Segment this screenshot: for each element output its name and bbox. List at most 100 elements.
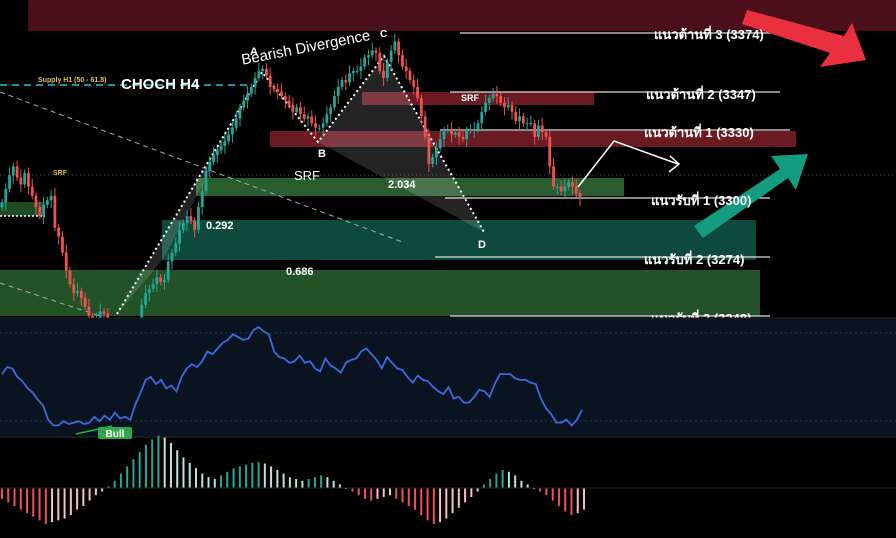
candle-body [261, 68, 265, 72]
candle-body [4, 188, 8, 203]
macd-bar [407, 488, 410, 506]
candle-body [223, 141, 227, 146]
candle-body [310, 116, 314, 124]
macd-bar [307, 479, 310, 488]
macd-bar [457, 488, 460, 508]
candle-body [491, 93, 495, 99]
candle-body [76, 291, 79, 294]
candle-body [170, 252, 174, 262]
candle-body [272, 86, 276, 90]
candle-body [8, 175, 11, 189]
candle-body [280, 91, 283, 96]
candle-body [382, 71, 385, 78]
macd-bar [88, 488, 91, 501]
macd-bar [69, 488, 72, 515]
candle-body [314, 123, 317, 128]
candle-body [242, 100, 246, 108]
candle-body [521, 116, 525, 124]
trend-lines [0, 91, 406, 317]
candle-body [329, 107, 333, 115]
macd-bar [501, 470, 504, 488]
candle-body [42, 204, 45, 217]
candle-body [302, 114, 306, 119]
srf-label-right: SRF [461, 93, 479, 103]
macd-bar [245, 464, 248, 488]
macd-bar [126, 466, 129, 488]
support-zone-3 [0, 270, 760, 316]
zones [0, 0, 896, 316]
candle-body [393, 41, 397, 51]
candle-body [431, 157, 435, 165]
macd-histogram [1, 435, 585, 524]
macd-bar [489, 479, 492, 488]
macd-bar [476, 488, 479, 492]
macd-bar [389, 488, 391, 496]
candle-body [253, 77, 257, 87]
macd-bar [263, 463, 266, 488]
srf-label-mid: SRF [294, 168, 320, 183]
candle-body [344, 80, 348, 83]
candle-body [537, 125, 540, 137]
candle-body [461, 136, 465, 140]
white-projection-arrow [577, 140, 679, 188]
point-a: A [250, 46, 258, 58]
candle-body [227, 134, 231, 142]
candle-body [219, 145, 223, 151]
point-b: B [318, 148, 326, 160]
candle-body [333, 95, 336, 108]
macd-bar [370, 488, 373, 501]
candle-body [238, 107, 242, 119]
candle-body [555, 186, 559, 188]
macd-bar [439, 488, 442, 523]
macd-bar [201, 473, 204, 488]
demand-zone [162, 220, 756, 260]
macd-bar [226, 471, 229, 488]
macd-bar [482, 484, 485, 488]
candle-body [212, 154, 215, 162]
macd-bar [220, 475, 223, 488]
candle-body [397, 41, 401, 56]
macd-bar [282, 473, 285, 488]
candle-body [412, 80, 416, 87]
candle-body [147, 288, 151, 294]
ratio-ad: 0.686 [286, 266, 314, 278]
candle-body [472, 130, 476, 131]
candle-body [571, 182, 574, 187]
candle-body [19, 177, 23, 185]
candle-body [181, 222, 185, 230]
macd-bar [270, 466, 273, 488]
candle-body [174, 243, 178, 253]
resistance-3-label: แนวต้านที่ 3 (3374) [654, 27, 764, 42]
macd-bar [1, 488, 3, 499]
candle-body [401, 55, 404, 67]
macd-bar [76, 488, 79, 510]
macd-bar [545, 488, 548, 496]
candle-body [30, 186, 34, 196]
candle-body [83, 297, 87, 307]
candle-body [446, 130, 450, 131]
macd-bar [295, 479, 298, 488]
candle-body [503, 102, 506, 108]
candle-body [27, 173, 30, 187]
macd-bar [32, 488, 35, 517]
candle-body [321, 123, 325, 128]
candle-body [374, 50, 378, 53]
candle-body [15, 166, 19, 178]
candle-body [299, 107, 302, 115]
candle-body [336, 86, 340, 96]
resistance-1-label: แนวต้านที่ 1 (3330) [644, 125, 754, 140]
candle-body [61, 236, 64, 253]
candle-body [49, 195, 53, 201]
bull-badge-text: Bull [106, 429, 125, 440]
macd-bar [188, 462, 191, 488]
candle-body [38, 207, 42, 217]
candle-body [450, 130, 453, 135]
macd-bar [257, 462, 260, 488]
candle-body [283, 95, 287, 101]
macd-bar [182, 457, 185, 488]
candle-body [578, 193, 582, 199]
macd-bar [38, 488, 41, 521]
macd-bar [526, 484, 529, 488]
candle-body [378, 52, 382, 72]
